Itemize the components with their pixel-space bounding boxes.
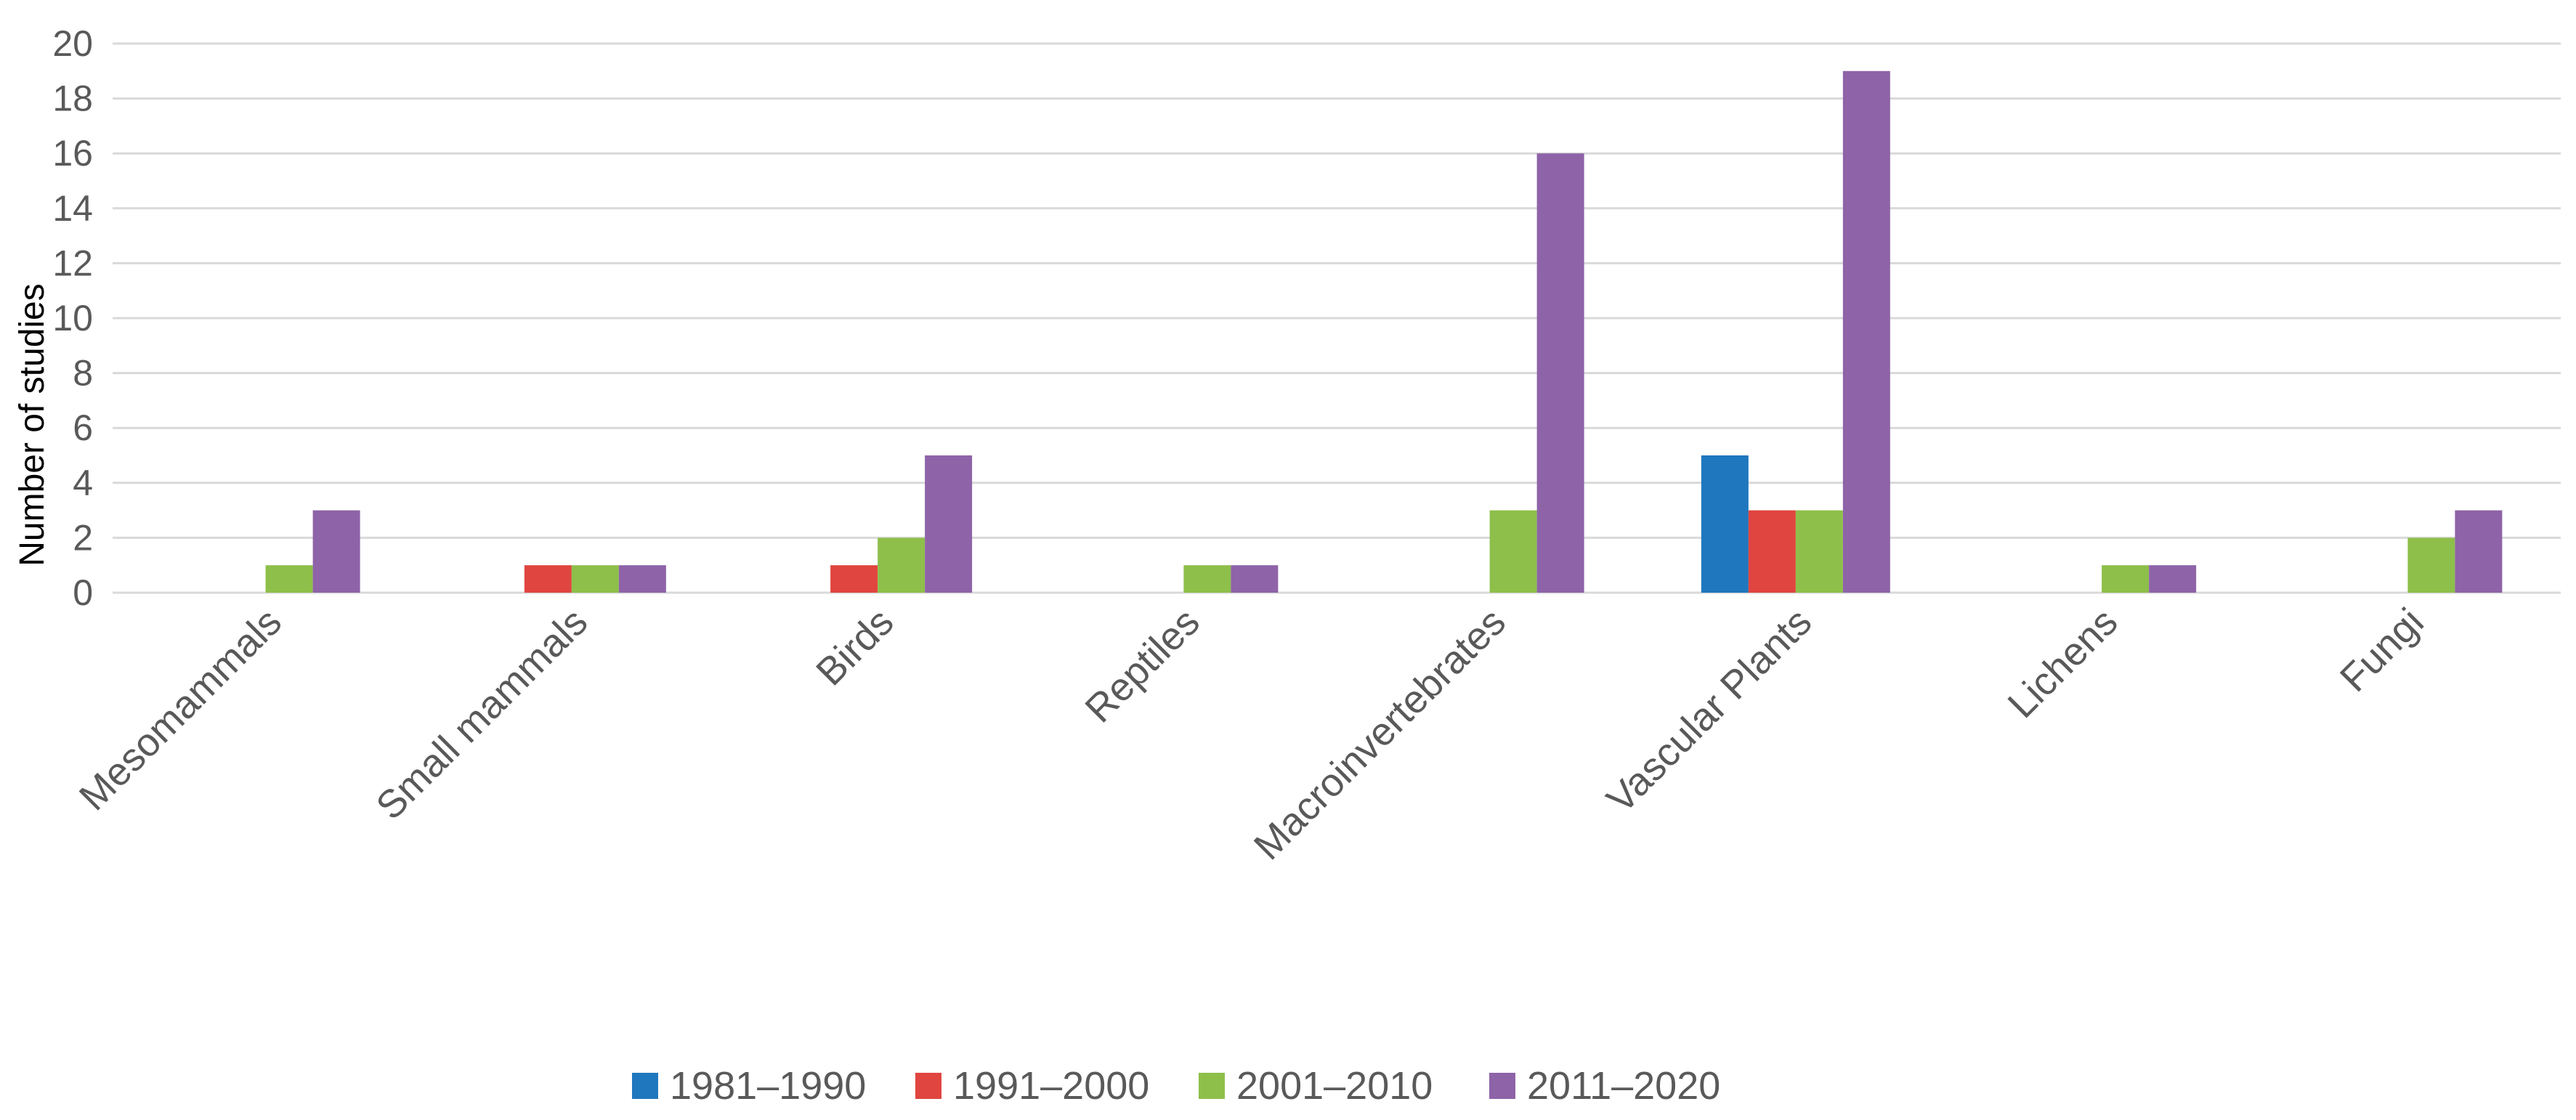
bar [1489, 510, 1537, 593]
legend-label: 1981–1990 [670, 1064, 866, 1108]
legend-swatch [915, 1073, 941, 1099]
bar [1748, 510, 1796, 593]
bar [524, 565, 572, 593]
x-category-label: Vascular Plants [1598, 600, 1820, 821]
bar [1795, 510, 1843, 593]
y-tick-label: 14 [52, 188, 93, 229]
legend-label: 1991–2000 [953, 1064, 1149, 1108]
bar [571, 565, 619, 593]
bar [1842, 70, 1890, 593]
y-tick-label: 0 [73, 572, 93, 613]
y-tick-label: 20 [52, 23, 93, 64]
bar [2455, 510, 2503, 593]
legend-swatch [632, 1073, 658, 1099]
x-category-label: Small mammals [368, 600, 596, 828]
bars [265, 70, 2503, 593]
y-axis-ticks: 0 2 4 6 8 10 12 14 16 18 20 [52, 23, 93, 613]
y-tick-label: 6 [73, 407, 93, 448]
x-axis-category-labels: Mesomammals Small mammals Birds Reptiles Mac… [71, 600, 2432, 868]
x-category-label: Birds [808, 600, 902, 694]
y-axis-title: Number of studies [13, 283, 52, 567]
bar [925, 455, 973, 593]
y-tick-label: 18 [52, 78, 93, 119]
y-tick-label: 16 [52, 133, 93, 174]
bar [265, 565, 313, 593]
y-tick-label: 12 [52, 243, 93, 283]
x-category-label: Fungi [2332, 600, 2432, 700]
bar [1231, 565, 1279, 593]
x-category-label: Mesomammals [71, 600, 290, 819]
y-tick-label: 2 [73, 517, 93, 558]
bar [2102, 565, 2150, 593]
bar [830, 565, 878, 593]
bar [878, 537, 926, 593]
legend-swatch [1489, 1073, 1515, 1099]
y-tick-label: 10 [52, 298, 93, 338]
bar [618, 565, 666, 593]
legend: 1981–1990 1991–2000 2001–2010 2011–2020 [632, 1064, 1720, 1108]
y-tick-label: 8 [73, 353, 93, 394]
x-category-label: Macroinvertebrates [1246, 600, 1514, 868]
x-category-label: Lichens [2000, 600, 2126, 726]
legend-swatch [1199, 1073, 1225, 1099]
bar [312, 510, 360, 593]
bar [2149, 565, 2197, 593]
bar [1183, 565, 1231, 593]
legend-label: 2001–2010 [1236, 1064, 1433, 1108]
legend-label: 2011–2020 [1527, 1064, 1720, 1108]
bar [1536, 153, 1584, 593]
bar [2407, 537, 2455, 593]
y-tick-label: 4 [73, 463, 93, 503]
gridlines [113, 42, 2561, 594]
x-category-label: Reptiles [1077, 600, 1207, 731]
bar [1701, 455, 1749, 593]
